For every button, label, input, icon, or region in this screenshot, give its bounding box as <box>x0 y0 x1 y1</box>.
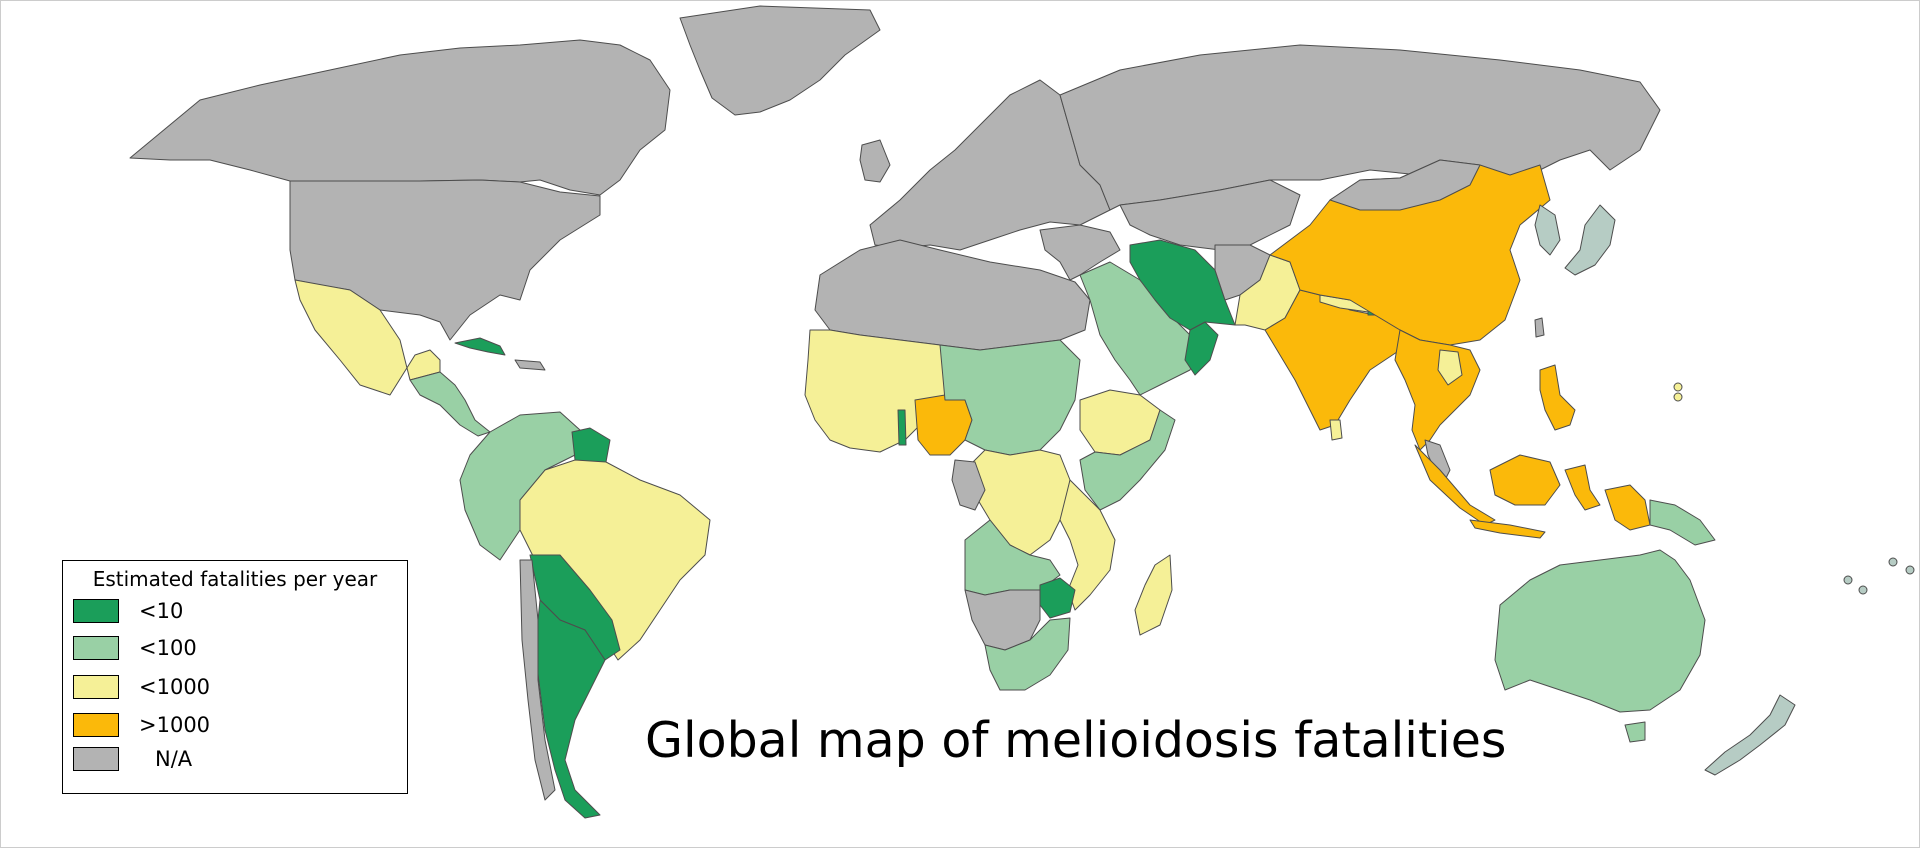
region-pacific-island-2 <box>1858 585 1868 595</box>
legend-swatch <box>73 599 119 623</box>
region-indonesia-borneo <box>1489 454 1561 506</box>
region-indonesia-sumatra <box>1414 444 1496 526</box>
legend-title: Estimated fatalities per year <box>92 567 378 591</box>
legend-item-lt10: <10 <box>73 597 393 625</box>
region-chile <box>519 559 556 801</box>
region-new-zealand <box>1704 694 1796 776</box>
region-nigeria <box>914 394 973 456</box>
region-central-america <box>409 371 491 437</box>
region-pacific-island-4 <box>1905 565 1915 575</box>
region-south-africa <box>984 617 1071 691</box>
region-mexico <box>294 279 441 396</box>
legend-label: N/A <box>155 747 193 771</box>
legend-label: <10 <box>139 599 184 623</box>
region-tasmania <box>1624 721 1646 743</box>
region-japan <box>1564 204 1616 276</box>
region-guam-2 <box>1673 392 1683 402</box>
legend-label: >1000 <box>139 713 211 737</box>
region-west-africa <box>804 329 951 453</box>
legend-label: <1000 <box>139 675 211 699</box>
legend-item-gt1000: >1000 <box>73 711 393 739</box>
region-zimbabwe <box>1039 577 1076 619</box>
region-indonesia-java <box>1469 519 1546 539</box>
region-east-africa <box>1079 409 1176 511</box>
legend-swatch <box>73 636 119 660</box>
region-papua-new-guinea <box>1649 499 1716 546</box>
legend-label: <100 <box>139 636 197 660</box>
region-southeast-asia-mainland <box>1394 329 1481 451</box>
region-australia <box>1494 549 1706 713</box>
region-cuba <box>454 337 506 356</box>
region-taiwan <box>1534 317 1545 338</box>
region-laos <box>1437 349 1463 386</box>
legend-item-lt1000: <1000 <box>73 673 393 701</box>
region-indonesia-papua <box>1604 484 1651 531</box>
region-central-asia <box>1119 179 1301 251</box>
region-caribbean <box>514 359 546 371</box>
region-guam <box>1673 382 1683 392</box>
legend: Estimated fatalities per year <10 <100 <… <box>62 560 408 794</box>
region-iran <box>1129 239 1236 331</box>
region-canada <box>129 39 671 196</box>
legend-item-lt100: <100 <box>73 634 393 662</box>
region-sri-lanka <box>1329 419 1343 441</box>
region-argentina <box>534 599 606 819</box>
region-gabon-congo <box>951 459 986 511</box>
region-greenland <box>679 5 881 116</box>
region-pacific-island-3 <box>1888 557 1898 567</box>
region-namibia-botswana <box>964 589 1041 651</box>
region-korea <box>1534 204 1561 256</box>
legend-swatch <box>73 713 119 737</box>
region-mongolia <box>1329 159 1481 211</box>
legend-swatch <box>73 675 119 699</box>
region-philippines <box>1539 364 1576 431</box>
region-indonesia-east <box>1564 464 1601 511</box>
legend-item-na: N/A <box>73 745 393 773</box>
region-pacific-island-1 <box>1843 575 1853 585</box>
region-madagascar <box>1134 554 1173 636</box>
region-mozambique <box>1059 479 1116 611</box>
region-uk <box>859 139 891 183</box>
region-sudan-central-africa <box>939 339 1081 456</box>
legend-swatch <box>73 747 119 771</box>
region-turkey-levant <box>1039 224 1121 281</box>
region-togo <box>897 409 907 446</box>
region-north-africa <box>814 239 1091 351</box>
map-title: Global map of melioidosis fatalities <box>645 712 1507 769</box>
